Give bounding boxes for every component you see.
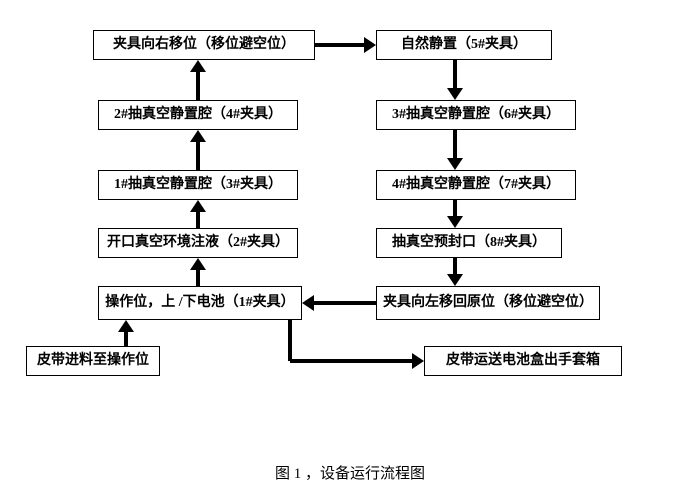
node-n_l4: 开口真空环境注液（2#夹具） [98,228,298,258]
node-n_top_right: 自然静置（5#夹具） [376,30,552,60]
node-n_l3: 1#抽真空静置腔（3#夹具） [98,170,298,200]
node-n_r3: 4#抽真空静置腔（7#夹具） [376,170,576,200]
node-n_l5: 操作位，上 /下电池（1#夹具） [98,286,302,320]
node-n_r5: 夹具向左移回原位（移位避空位） [376,286,600,320]
node-n_bl: 皮带进料至操作位 [26,346,160,376]
node-n_r2: 3#抽真空静置腔（6#夹具） [376,100,576,130]
node-n_r4: 抽真空预封口（8#夹具） [376,228,562,258]
node-n_top_left: 夹具向右移位（移位避空位） [93,30,315,60]
flowchart-canvas: 图 1 ，设备运行流程图 夹具向右移位（移位避空位） 自然静置（5#夹具） 2#抽真… [0,0,700,502]
node-n_br: 皮带运送电池盒出手套箱 [424,346,622,376]
node-n_l2: 2#抽真空静置腔（4#夹具） [98,100,298,130]
figure-caption: 图 1 ，设备运行流程图 [0,462,700,483]
